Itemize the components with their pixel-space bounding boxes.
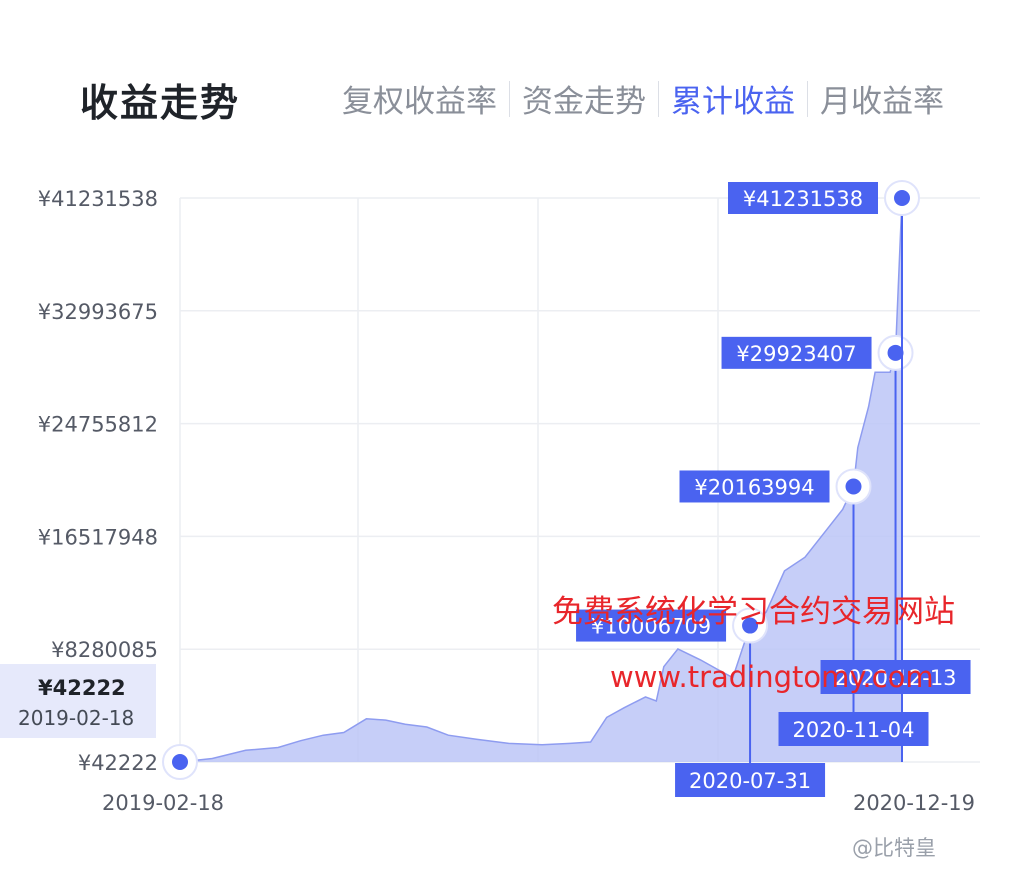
series-area [180, 198, 902, 762]
tab-divider [807, 80, 808, 117]
page-title: 收益走势 [80, 81, 241, 125]
annotation-marker-3 [894, 190, 910, 206]
weibo-credit: @比特皇 [852, 836, 936, 860]
x-tick-label-start: 2019-02-18 [102, 791, 224, 815]
y-axis-ticks: ¥42222 ¥8280085 ¥16517948 ¥24755812 ¥3299367… [38, 187, 158, 775]
annotation-value-label-1: ¥20163994 [694, 475, 814, 499]
start-tooltip-date: 2019-02-18 [18, 706, 135, 730]
tab-adjusted-return[interactable]: 复权收益率 [342, 84, 497, 120]
tab-cumulative-return[interactable]: 累计收益 [671, 84, 795, 120]
x-axis-ticks: 2019-02-18 2020-12-19 [102, 791, 975, 815]
annotation-marker-0 [742, 617, 759, 634]
tab-divider [509, 80, 510, 117]
y-tick-label-5: ¥41231538 [38, 187, 158, 211]
y-tick-label-0: ¥42222 [78, 751, 158, 775]
tab-divider [658, 80, 659, 117]
y-tick-label-2: ¥16517948 [38, 525, 158, 549]
annotation-value-label-2: ¥29923407 [736, 342, 856, 366]
annotation-value-box-3 [728, 182, 878, 214]
annotation-date-label-1: 2020-11-04 [792, 718, 914, 742]
start-tooltip-value: ¥42222 [38, 676, 126, 700]
tab-bar: 复权收益率 资金走势 累计收益 月收益率 [330, 76, 956, 121]
annotation-marker-1 [845, 478, 862, 495]
annotation-value-box-2 [721, 336, 872, 369]
start-marker [172, 754, 188, 770]
tab-monthly-return[interactable]: 月收益率 [820, 84, 944, 120]
annotations-layer: ¥10006709 2020-07-31 ¥20163994 2020-11-04 ¥2… [162, 180, 971, 797]
annotation-value-label-0: ¥10006709 [591, 615, 711, 639]
annotation-date-label-2: 2020-12-13 [835, 666, 957, 690]
annotation-value-box-1 [679, 470, 830, 503]
tab-capital-trend[interactable]: 资金走势 [522, 84, 646, 120]
y-tick-label-1: ¥8280085 [51, 638, 158, 662]
annotation-value-box-0 [576, 609, 727, 642]
y-tick-label-4: ¥32993675 [38, 300, 158, 324]
start-tooltip [0, 664, 156, 738]
watermark-url: www.tradingtomy.com [610, 660, 934, 694]
annotation-date-box-2 [820, 660, 971, 694]
annotation-marker-2 [887, 344, 904, 361]
annotation-date-box-1 [778, 712, 929, 746]
annotation-value-label-3: ¥41231538 [743, 187, 863, 211]
annotation-date-label-0: 2020-07-31 [689, 769, 811, 793]
x-tick-label-end: 2020-12-19 [853, 791, 975, 815]
y-tick-label-3: ¥24755812 [38, 413, 158, 437]
annotation-date-box-0 [675, 763, 826, 797]
watermark-text-cn: 免费系统化学习合约交易网站 [552, 594, 955, 630]
